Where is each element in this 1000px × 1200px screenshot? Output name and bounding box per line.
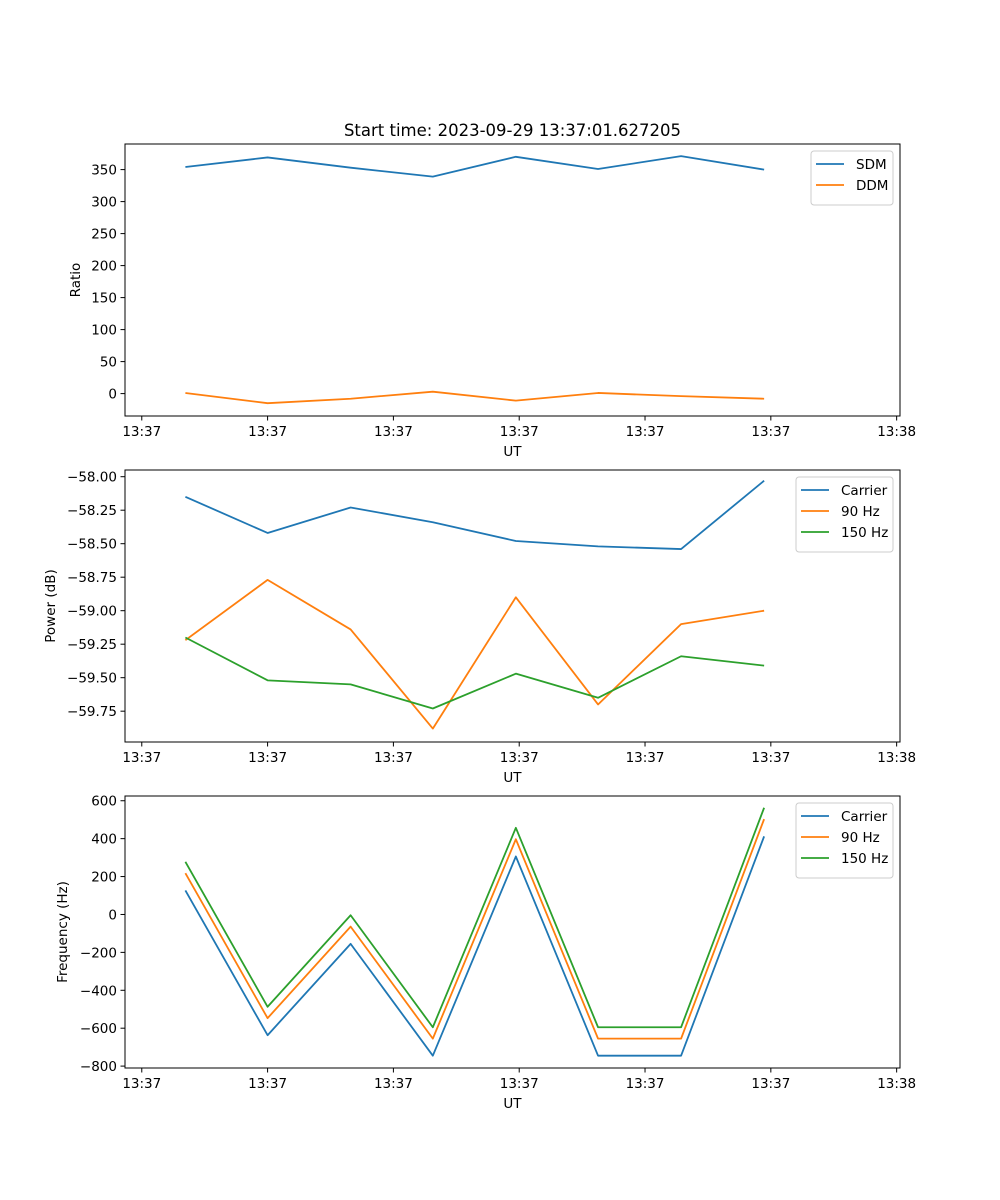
- legend-label: Carrier: [841, 809, 888, 825]
- subplot-1: 13:37 13:37 13:37 13:37 13:37 13:37 13:38 0 50 10…: [68, 143, 916, 460]
- x-tick-label: 13:37: [626, 750, 665, 766]
- legend-label: 150 Hz: [841, 525, 888, 541]
- y-tick-label: −58.75: [67, 570, 117, 586]
- legend: Carrier 90 Hz 150 Hz: [795, 476, 894, 553]
- legend: Carrier 90 Hz 150 Hz: [795, 802, 894, 879]
- legend-label: Carrier: [841, 483, 888, 499]
- x-tick-label: 13:37: [500, 424, 539, 440]
- x-tick-label: 13:37: [248, 424, 287, 440]
- series-line-90-hz: [184, 818, 765, 1040]
- y-tick-label: 200: [91, 259, 117, 275]
- legend-label: 90 Hz: [841, 504, 880, 520]
- subplots: 13:37 13:37 13:37 13:37 13:37 13:37 13:38 0 50 10…: [43, 143, 916, 1112]
- x-tick-label: 13:38: [877, 750, 916, 766]
- x-tick-label: 13:37: [626, 424, 665, 440]
- x-tick-label: 13:38: [877, 424, 916, 440]
- subplot-3: 13:37 13:37 13:37 13:37 13:37 13:37 13:38 −800 −…: [55, 794, 916, 1112]
- y-tick-label: 150: [91, 291, 117, 307]
- series-line-90-hz: [184, 578, 765, 730]
- y-axis-label: Power (dB): [43, 569, 59, 642]
- subplot-2: 13:37 13:37 13:37 13:37 13:37 13:37 13:38 −59.7…: [43, 469, 916, 786]
- x-tick-label: 13:37: [248, 1076, 287, 1092]
- series-line-ddm: [185, 390, 765, 405]
- y-tick-label: 400: [91, 832, 117, 848]
- y-tick-label: −600: [80, 1021, 117, 1037]
- series-line-150-hz: [184, 636, 765, 710]
- x-axis-label: UT: [503, 1096, 522, 1112]
- legend-label: 150 Hz: [841, 851, 888, 867]
- y-tick-label: −58.25: [67, 503, 117, 519]
- x-tick-label: 13:37: [374, 1076, 413, 1092]
- axes-frame: [124, 795, 901, 1069]
- y-tick-label: 350: [91, 163, 117, 179]
- series-line-carrier: [184, 836, 765, 1057]
- series-line-sdm: [185, 155, 765, 178]
- x-tick-label: 13:37: [626, 1076, 665, 1092]
- y-tick-label: 250: [91, 227, 117, 243]
- y-tick-label: −59.50: [67, 671, 117, 687]
- y-tick-label: −59.25: [67, 637, 117, 653]
- x-tick-label: 13:38: [877, 1076, 916, 1092]
- y-axis-label: Frequency (Hz): [55, 881, 71, 983]
- y-tick-label: 0: [108, 907, 117, 923]
- y-tick-label: −800: [80, 1059, 117, 1075]
- x-tick-label: 13:37: [751, 1076, 790, 1092]
- y-tick-label: −58.00: [67, 470, 117, 486]
- y-tick-label: 50: [100, 355, 117, 371]
- legend-label: DDM: [856, 178, 888, 194]
- legend-label: 90 Hz: [841, 830, 880, 846]
- x-axis-label: UT: [503, 770, 522, 786]
- legend-label: SDM: [856, 157, 887, 173]
- legend-frame: [795, 476, 894, 553]
- y-tick-label: −200: [80, 945, 117, 961]
- x-tick-label: 13:37: [122, 1076, 161, 1092]
- y-tick-label: 300: [91, 195, 117, 211]
- y-tick-label: 600: [91, 794, 117, 810]
- x-tick-label: 13:37: [374, 424, 413, 440]
- figure-title: Start time: 2023-09-29 13:37:01.627205: [344, 121, 681, 140]
- x-tick-label: 13:37: [374, 750, 413, 766]
- x-tick-label: 13:37: [122, 424, 161, 440]
- x-tick-label: 13:37: [500, 1076, 539, 1092]
- y-tick-label: 0: [108, 387, 117, 403]
- x-tick-label: 13:37: [751, 424, 790, 440]
- y-tick-label: 200: [91, 870, 117, 886]
- y-tick-label: 100: [91, 323, 117, 339]
- series-line-150-hz: [184, 807, 765, 1029]
- legend: SDM DDM: [810, 150, 894, 206]
- y-tick-label: −400: [80, 983, 117, 999]
- x-axis-label: UT: [503, 444, 522, 460]
- y-tick-label: −58.50: [67, 537, 117, 553]
- axes-frame: [124, 143, 901, 417]
- y-axis-label: Ratio: [68, 263, 84, 298]
- y-tick-label: −59.00: [67, 604, 117, 620]
- x-tick-label: 13:37: [248, 750, 287, 766]
- x-tick-label: 13:37: [751, 750, 790, 766]
- y-tick-label: −59.75: [67, 704, 117, 720]
- series-line-carrier: [185, 480, 765, 550]
- x-tick-label: 13:37: [500, 750, 539, 766]
- x-tick-label: 13:37: [122, 750, 161, 766]
- legend-frame: [795, 802, 894, 879]
- axes-frame: [124, 469, 901, 743]
